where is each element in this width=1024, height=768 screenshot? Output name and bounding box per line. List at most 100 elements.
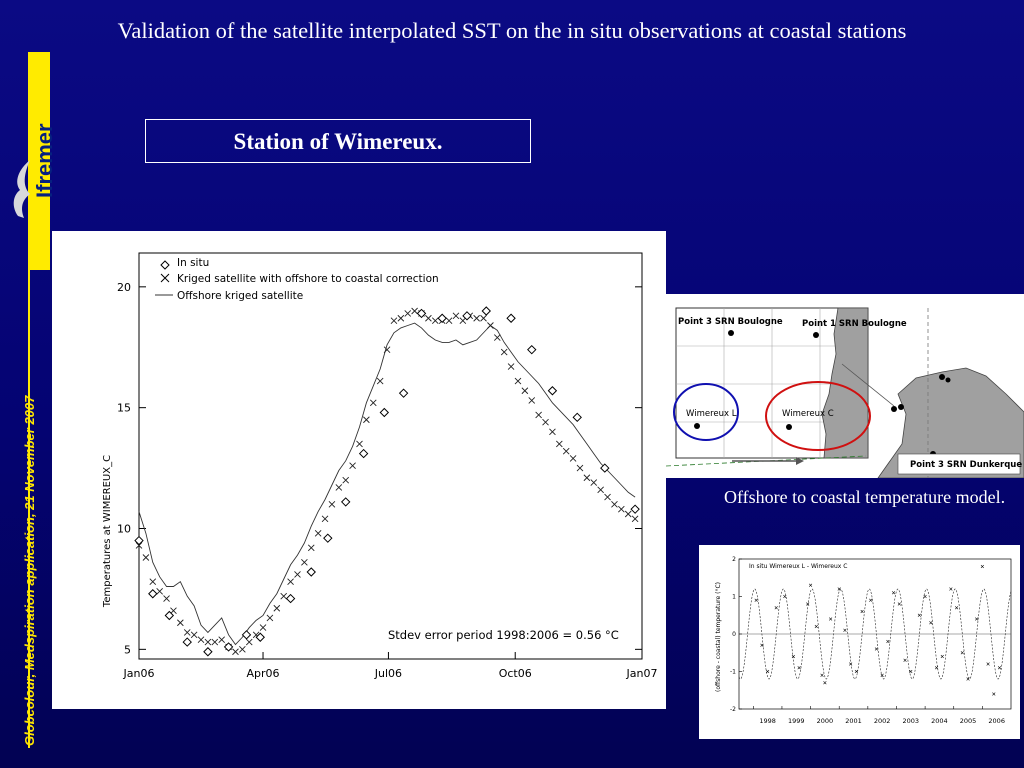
map-label-p3-boulogne: Point 3 SRN Boulogne bbox=[678, 317, 783, 327]
kriged-point bbox=[307, 544, 315, 552]
station-title: Station of Wimereux. bbox=[145, 119, 531, 163]
kriged-point bbox=[321, 515, 329, 523]
kriged-point bbox=[301, 559, 308, 566]
coastal-circle bbox=[765, 381, 871, 451]
inset-y-tick-label: 0 bbox=[732, 631, 736, 638]
kriged-point bbox=[473, 314, 480, 322]
kriged-point bbox=[611, 501, 618, 508]
insitu-point bbox=[341, 497, 351, 507]
inset-point bbox=[783, 594, 787, 599]
inset-point bbox=[960, 651, 964, 655]
location-map-svg: Point 3 SRN Boulogne Point 1 SRN Boulogn… bbox=[665, 307, 1024, 479]
kriged-point bbox=[369, 399, 377, 407]
plot-frame bbox=[138, 252, 643, 660]
legend-item-offshore-kriged: Offshore kriged satellite bbox=[177, 290, 303, 302]
kriged-point bbox=[232, 648, 239, 656]
inset-legend: In situ Wimereux L - Wimereux C bbox=[749, 563, 847, 570]
inset-x-tick-label: 2001 bbox=[845, 717, 862, 725]
inset-point bbox=[917, 613, 921, 617]
kriged-point bbox=[480, 314, 487, 322]
insitu-point bbox=[148, 589, 158, 599]
kriged-point bbox=[218, 636, 226, 643]
model-caption: Offshore to coastal temperature model. bbox=[724, 487, 1006, 507]
inset-point bbox=[886, 639, 890, 644]
kriged-point bbox=[294, 571, 301, 578]
inset-point bbox=[934, 666, 939, 670]
kriged-point bbox=[204, 638, 212, 646]
x-tick-label: Jan07 bbox=[626, 667, 658, 680]
legend: In situ Kriged satellite with offshore t… bbox=[177, 257, 439, 302]
kriged-point bbox=[445, 317, 453, 324]
inset-y-tick-label: -2 bbox=[730, 706, 736, 713]
kriged-point bbox=[528, 397, 536, 404]
inset-point bbox=[940, 654, 944, 659]
kriged-point bbox=[142, 554, 150, 561]
insitu-point bbox=[223, 642, 234, 652]
x-tick-label: Oct06 bbox=[499, 667, 532, 680]
inset-point bbox=[891, 591, 896, 595]
insitu-point bbox=[203, 647, 213, 657]
inset-point bbox=[774, 606, 778, 610]
inset-point bbox=[823, 681, 827, 685]
kriged-point bbox=[183, 629, 191, 636]
kriged-point bbox=[177, 619, 184, 627]
kriged-point bbox=[135, 542, 143, 549]
kriged-point bbox=[618, 505, 625, 513]
kriged-point bbox=[376, 377, 384, 385]
main-chart: 5 10 15 20 Jan06 Apr06 Jul06 Oct06 Jan07 Tempera… bbox=[52, 231, 666, 709]
regional-coast-shape bbox=[877, 367, 1024, 479]
insitu-point bbox=[255, 632, 265, 642]
inset-point bbox=[808, 583, 813, 587]
inset-point bbox=[814, 624, 818, 629]
slide-title: Validation of the satellite interpolated… bbox=[117, 18, 907, 43]
main-chart-svg: 5 10 15 20 Jan06 Apr06 Jul06 Oct06 Jan07 Tempera… bbox=[102, 252, 658, 680]
insitu-point bbox=[323, 533, 333, 543]
offshore-circle bbox=[673, 383, 739, 441]
insitu-point bbox=[134, 535, 144, 546]
kriged-point bbox=[542, 418, 549, 426]
insitu-point bbox=[379, 407, 390, 418]
inset-y-tick-label: 1 bbox=[732, 594, 736, 601]
inset-point bbox=[806, 602, 810, 606]
inset-chart: 2 1 0 -1 -2 1998 1999 2000 2001 2002 2003 2004 2005 2… bbox=[699, 545, 1020, 739]
inset-x-tick-label: 1999 bbox=[788, 717, 805, 725]
logo-wave-icon bbox=[13, 160, 31, 218]
inset-point bbox=[880, 673, 884, 677]
insitu-point bbox=[481, 306, 491, 316]
map-label-p1-boulogne: Point 1 SRN Boulogne bbox=[802, 319, 907, 329]
inset-point bbox=[903, 658, 907, 662]
inset-point bbox=[954, 606, 959, 610]
kriged-point bbox=[549, 428, 556, 436]
kriged-point bbox=[459, 317, 467, 324]
kriged-point bbox=[583, 474, 591, 482]
kriged-point bbox=[514, 377, 522, 385]
kriged-point bbox=[280, 592, 288, 600]
insitu-point bbox=[462, 311, 472, 321]
insitu-point bbox=[164, 610, 175, 621]
kriged-point bbox=[597, 486, 604, 494]
kriged-point bbox=[425, 314, 432, 322]
kriged-point bbox=[555, 440, 563, 448]
inset-point bbox=[966, 677, 970, 681]
insitu-point bbox=[527, 344, 537, 355]
inset-point bbox=[986, 662, 990, 666]
kriged-point bbox=[190, 631, 198, 639]
inset-x-tick-label: 2006 bbox=[988, 717, 1005, 725]
kriged-point bbox=[562, 447, 570, 455]
inset-chart-svg: 2 1 0 -1 -2 1998 1999 2000 2001 2002 2003 2004 2005 2… bbox=[715, 556, 1012, 725]
inset-point bbox=[766, 669, 770, 674]
insitu-point bbox=[547, 386, 558, 396]
series-offshore-line bbox=[138, 322, 636, 646]
insitu-point bbox=[358, 448, 369, 459]
kriged-point bbox=[314, 530, 322, 537]
kriged-point bbox=[259, 624, 267, 631]
y-tick-label: 10 bbox=[117, 523, 131, 536]
inset-point bbox=[929, 621, 933, 625]
inset-x-tick-label: 2002 bbox=[874, 717, 891, 725]
inset-point bbox=[754, 598, 758, 602]
inset-x-tick-label: 2000 bbox=[817, 717, 834, 725]
inset-point bbox=[854, 669, 859, 674]
inset-point bbox=[837, 587, 841, 591]
insitu-point bbox=[285, 593, 296, 604]
insitu-point bbox=[437, 313, 447, 323]
